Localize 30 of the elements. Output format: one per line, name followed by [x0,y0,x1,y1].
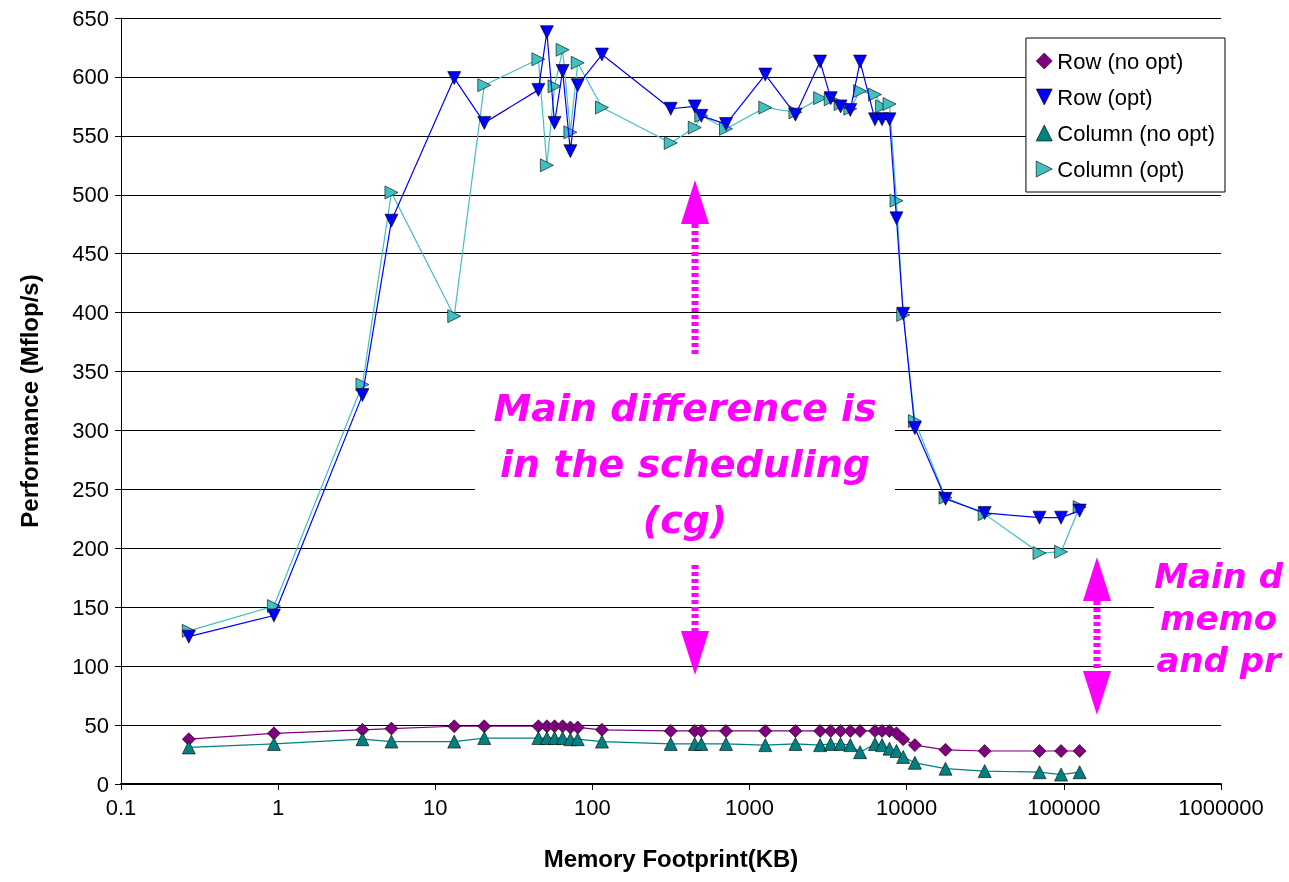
y-tick-label: 100 [72,653,109,679]
y-tick-label: 200 [72,535,109,561]
y-tick-label: 500 [72,182,109,208]
x-tick-label: 100000 [1027,794,1101,820]
legend-label: Column (no opt) [1057,120,1216,146]
x-axis-title: Memory Footprint(KB) [543,844,799,872]
y-axis-title: Performance (Mflop/s) [15,274,43,528]
y-tick-label: 550 [72,123,109,149]
y-tick-label: 0 [96,771,109,797]
y-tick-label: 50 [84,712,109,738]
legend-label: Row (no opt) [1057,48,1184,74]
x-tick-label: 100 [574,794,611,820]
y-tick-label: 150 [72,594,109,620]
y-tick-label: 650 [72,5,109,31]
x-tick-label: 1000 [725,794,775,820]
x-tick-label: 10000 [876,794,938,820]
legend-label: Column (opt) [1057,156,1185,182]
annotation: Main difference is in the scheduling (cg) [475,380,895,548]
legend-label: Row (opt) [1057,84,1153,110]
y-tick-label: 400 [72,300,109,326]
x-tick-label: 1000000 [1178,794,1264,820]
annotation: Main d memo and pr [1154,555,1283,681]
x-tick-label: 10 [423,794,448,820]
y-tick-label: 450 [72,241,109,267]
x-tick-label: 1 [272,794,285,820]
y-tick-label: 350 [72,359,109,385]
y-tick-label: 250 [72,476,109,502]
y-tick-label: 300 [72,417,109,443]
x-tick-label: 0.1 [105,794,137,820]
y-tick-label: 600 [72,64,109,90]
